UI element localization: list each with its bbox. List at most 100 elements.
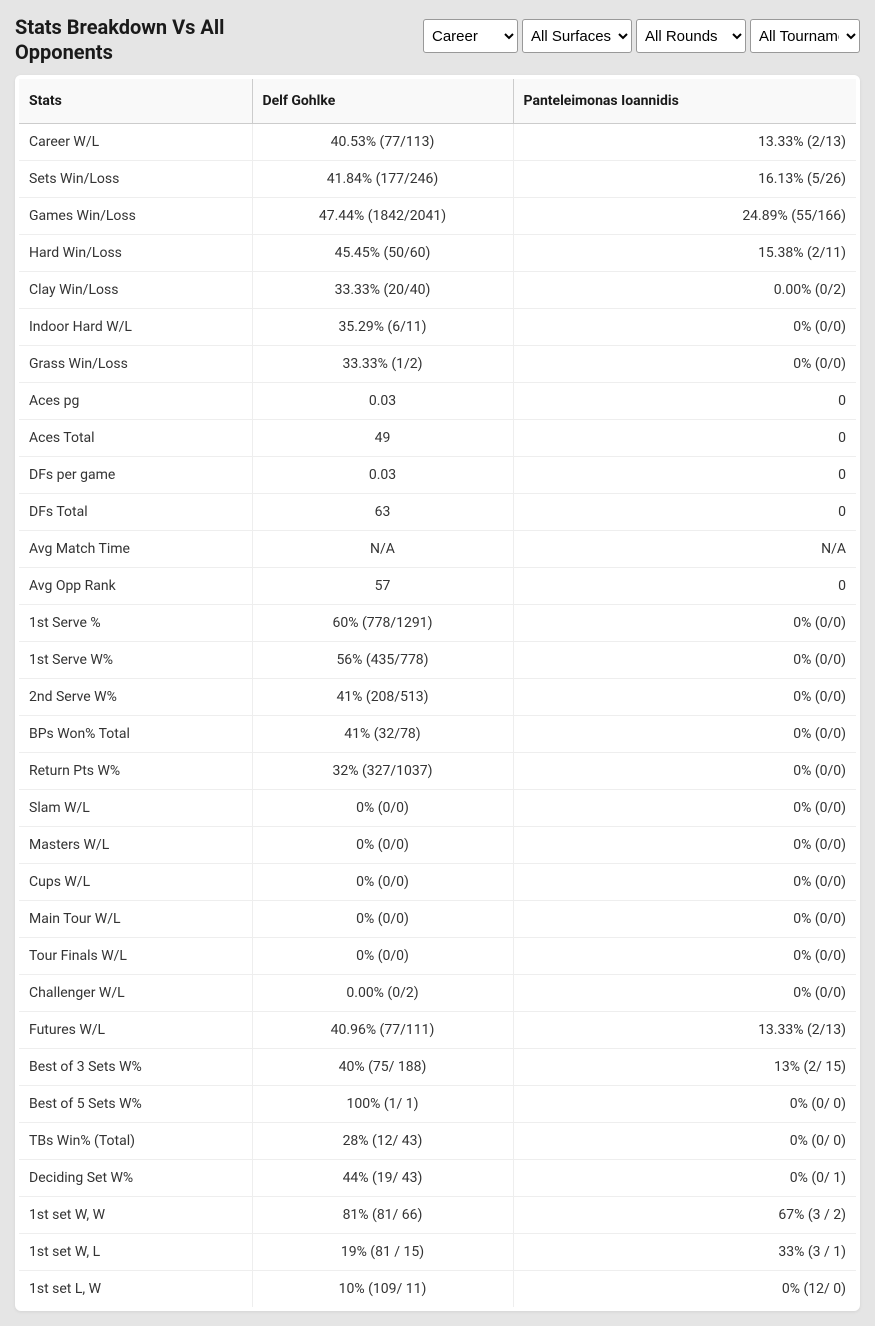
table-row: Aces pg0.030 [19, 383, 856, 420]
stat-label: DFs per game [19, 457, 252, 494]
surface-select[interactable]: All Surfaces [522, 19, 632, 53]
player1-value: 40.53% (77/113) [252, 124, 513, 161]
player2-value: 0% (0/0) [513, 827, 856, 864]
table-row: Aces Total490 [19, 420, 856, 457]
player1-value: 63 [252, 494, 513, 531]
player2-value: 0 [513, 383, 856, 420]
table-row: 2nd Serve W%41% (208/513)0% (0/0) [19, 679, 856, 716]
player2-value: 13.33% (2/13) [513, 124, 856, 161]
stat-label: TBs Win% (Total) [19, 1123, 252, 1160]
table-row: Masters W/L0% (0/0)0% (0/0) [19, 827, 856, 864]
column-header-player1: Delf Gohlke [252, 79, 513, 124]
player1-value: 32% (327/1037) [252, 753, 513, 790]
table-row: Return Pts W%32% (327/1037)0% (0/0) [19, 753, 856, 790]
player1-value: 49 [252, 420, 513, 457]
stat-label: Aces Total [19, 420, 252, 457]
stat-label: 1st set L, W [19, 1271, 252, 1308]
player2-value: 24.89% (55/166) [513, 198, 856, 235]
player1-value: 41% (32/78) [252, 716, 513, 753]
player1-value: 0.03 [252, 383, 513, 420]
table-row: Sets Win/Loss41.84% (177/246)16.13% (5/2… [19, 161, 856, 198]
player1-value: 0% (0/0) [252, 790, 513, 827]
player1-value: 35.29% (6/11) [252, 309, 513, 346]
player2-value: 0% (0/ 1) [513, 1160, 856, 1197]
table-row: Games Win/Loss47.44% (1842/2041)24.89% (… [19, 198, 856, 235]
stat-label: Best of 3 Sets W% [19, 1049, 252, 1086]
stat-label: Avg Match Time [19, 531, 252, 568]
table-row: Grass Win/Loss33.33% (1/2)0% (0/0) [19, 346, 856, 383]
table-row: Hard Win/Loss45.45% (50/60)15.38% (2/11) [19, 235, 856, 272]
stat-label: Futures W/L [19, 1012, 252, 1049]
stat-label: Aces pg [19, 383, 252, 420]
player1-value: 40.96% (77/111) [252, 1012, 513, 1049]
table-row: Deciding Set W%44% (19/ 43)0% (0/ 1) [19, 1160, 856, 1197]
table-row: BPs Won% Total41% (32/78)0% (0/0) [19, 716, 856, 753]
player2-value: 0% (0/0) [513, 975, 856, 1012]
stat-label: Challenger W/L [19, 975, 252, 1012]
player2-value: 0 [513, 568, 856, 605]
player2-value: 13% (2/ 15) [513, 1049, 856, 1086]
table-row: Slam W/L0% (0/0)0% (0/0) [19, 790, 856, 827]
player2-value: 16.13% (5/26) [513, 161, 856, 198]
stat-label: 2nd Serve W% [19, 679, 252, 716]
stat-label: Games Win/Loss [19, 198, 252, 235]
table-row: Career W/L40.53% (77/113)13.33% (2/13) [19, 124, 856, 161]
player2-value: 67% (3 / 2) [513, 1197, 856, 1234]
player2-value: 0% (0/0) [513, 864, 856, 901]
stat-label: 1st set W, L [19, 1234, 252, 1271]
player1-value: 56% (435/778) [252, 642, 513, 679]
player1-value: 0% (0/0) [252, 938, 513, 975]
player2-value: 0% (0/0) [513, 642, 856, 679]
player2-value: 0% (0/ 0) [513, 1123, 856, 1160]
player1-value: 81% (81/ 66) [252, 1197, 513, 1234]
table-row: Futures W/L40.96% (77/111)13.33% (2/13) [19, 1012, 856, 1049]
player2-value: 0% (0/0) [513, 346, 856, 383]
filter-bar: Career All Surfaces All Rounds All Tourn… [423, 15, 860, 53]
stat-label: 1st Serve W% [19, 642, 252, 679]
player2-value: 0 [513, 494, 856, 531]
stat-label: BPs Won% Total [19, 716, 252, 753]
player1-value: 45.45% (50/60) [252, 235, 513, 272]
table-row: 1st set W, W81% (81/ 66)67% (3 / 2) [19, 1197, 856, 1234]
player1-value: 0% (0/0) [252, 827, 513, 864]
player2-value: 0% (0/0) [513, 938, 856, 975]
table-row: DFs per game0.030 [19, 457, 856, 494]
player1-value: 0% (0/0) [252, 901, 513, 938]
table-row: 1st set L, W10% (109/ 11)0% (12/ 0) [19, 1271, 856, 1308]
player2-value: N/A [513, 531, 856, 568]
table-row: Avg Opp Rank570 [19, 568, 856, 605]
table-row: Cups W/L0% (0/0)0% (0/0) [19, 864, 856, 901]
player1-value: 28% (12/ 43) [252, 1123, 513, 1160]
stat-label: 1st set W, W [19, 1197, 252, 1234]
table-row: TBs Win% (Total)28% (12/ 43)0% (0/ 0) [19, 1123, 856, 1160]
player2-value: 13.33% (2/13) [513, 1012, 856, 1049]
player2-value: 0% (0/0) [513, 605, 856, 642]
table-row: Main Tour W/L0% (0/0)0% (0/0) [19, 901, 856, 938]
stat-label: Career W/L [19, 124, 252, 161]
player1-value: 19% (81 / 15) [252, 1234, 513, 1271]
period-select[interactable]: Career [423, 19, 518, 53]
round-select[interactable]: All Rounds [636, 19, 746, 53]
player1-value: 0% (0/0) [252, 864, 513, 901]
stat-label: Masters W/L [19, 827, 252, 864]
player1-value: 10% (109/ 11) [252, 1271, 513, 1308]
table-row: Tour Finals W/L0% (0/0)0% (0/0) [19, 938, 856, 975]
player2-value: 0% (0/0) [513, 679, 856, 716]
player2-value: 0 [513, 420, 856, 457]
tournament-select[interactable]: All Tournaments [750, 19, 860, 53]
stat-label: Slam W/L [19, 790, 252, 827]
table-row: 1st Serve %60% (778/1291)0% (0/0) [19, 605, 856, 642]
player1-value: 47.44% (1842/2041) [252, 198, 513, 235]
player2-value: 0% (0/0) [513, 790, 856, 827]
column-header-player2: Panteleimonas Ioannidis [513, 79, 856, 124]
stat-label: Avg Opp Rank [19, 568, 252, 605]
stat-label: Clay Win/Loss [19, 272, 252, 309]
player1-value: N/A [252, 531, 513, 568]
player1-value: 40% (75/ 188) [252, 1049, 513, 1086]
player1-value: 41% (208/513) [252, 679, 513, 716]
stat-label: Cups W/L [19, 864, 252, 901]
player1-value: 57 [252, 568, 513, 605]
table-row: 1st Serve W%56% (435/778)0% (0/0) [19, 642, 856, 679]
table-row: Avg Match TimeN/AN/A [19, 531, 856, 568]
player1-value: 41.84% (177/246) [252, 161, 513, 198]
